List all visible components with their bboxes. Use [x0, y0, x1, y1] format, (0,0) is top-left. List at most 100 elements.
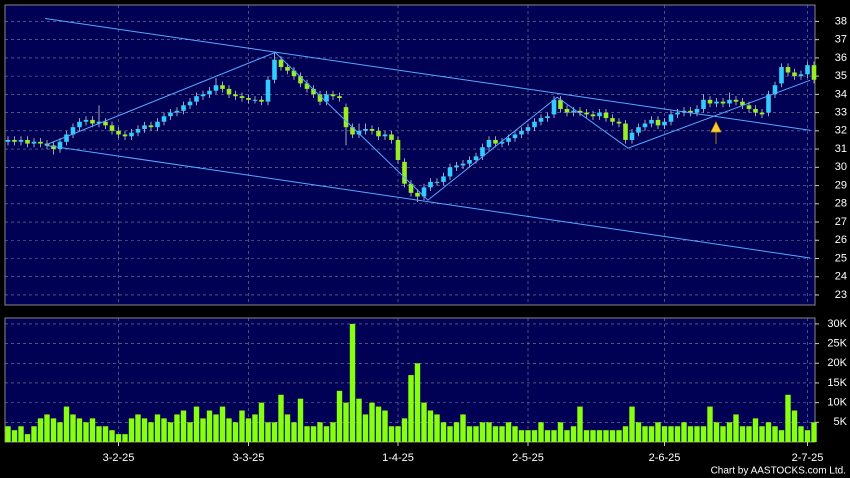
volume-bar	[336, 390, 343, 442]
volume-bar	[505, 422, 512, 442]
candle-body	[252, 99, 258, 101]
volume-bar	[570, 426, 577, 442]
candle-body	[330, 94, 336, 97]
volume-bar	[291, 422, 297, 442]
candle-body	[811, 65, 817, 80]
y-tick-label: 35	[835, 70, 847, 82]
y-tick-label: 23	[835, 289, 847, 301]
candle-body	[519, 130, 524, 135]
volume-bar	[557, 422, 564, 442]
volume-bar	[258, 402, 265, 442]
volume-bar	[232, 422, 239, 442]
volume-bar	[135, 414, 141, 442]
candle-body	[499, 141, 505, 144]
candle-body	[25, 139, 30, 144]
volume-bar	[798, 426, 804, 442]
candle-body	[382, 134, 388, 137]
volume-bar	[544, 430, 551, 442]
volume-bar	[765, 422, 772, 442]
candle-body	[200, 94, 206, 97]
candle-body	[545, 116, 550, 119]
volume-bar	[668, 426, 674, 442]
candle-body	[161, 116, 167, 122]
candle-body	[746, 105, 752, 109]
volume-bar	[206, 410, 213, 442]
volume-bar	[492, 426, 499, 442]
volume-bar	[583, 430, 590, 442]
candle-body	[727, 99, 732, 104]
volume-bar	[375, 406, 382, 442]
volume-bar	[102, 426, 109, 442]
candle-body	[460, 163, 466, 166]
volume-bar	[538, 422, 544, 442]
y-tick-label: 36	[835, 52, 847, 64]
volume-bar	[648, 426, 655, 442]
y-tick-label: 31	[835, 143, 847, 155]
candle-body	[291, 70, 297, 77]
candle-body	[246, 98, 251, 100]
volume-bar	[681, 422, 687, 442]
candle-body	[428, 181, 433, 188]
candle-body	[506, 138, 511, 142]
candle-body	[311, 88, 316, 95]
candle-body	[480, 147, 485, 157]
volume-bar	[57, 422, 63, 442]
volume-bar	[284, 414, 291, 442]
y-tick-label: 25K	[827, 337, 847, 349]
volume-bar	[811, 422, 817, 442]
candle-body	[272, 59, 277, 80]
volume-bar	[148, 422, 154, 442]
candle-body	[441, 176, 446, 182]
volume-bar	[486, 422, 492, 442]
volume-bar	[115, 434, 122, 442]
x-tick-label: 3-3-25	[233, 452, 265, 464]
candle-body	[265, 79, 271, 102]
candle-body	[525, 127, 531, 131]
volume-bar	[518, 430, 525, 442]
volume-bar	[421, 402, 427, 442]
candle-body	[57, 141, 63, 150]
y-tick-label: 33	[835, 107, 847, 119]
candle-body	[356, 130, 362, 135]
candle-body	[408, 183, 414, 193]
candle-body	[792, 72, 797, 77]
y-tick-label: 28	[835, 198, 847, 210]
volume-bar	[473, 426, 479, 442]
candle-body	[194, 96, 199, 102]
x-tick-label: 3-2-25	[103, 452, 135, 464]
volume-bar	[349, 323, 356, 442]
volume-bar	[18, 426, 24, 442]
candle-body	[226, 88, 232, 95]
volume-bar	[466, 426, 473, 442]
candle-body	[12, 139, 17, 142]
volume-bar	[479, 422, 486, 442]
volume-bar	[726, 422, 733, 442]
volume-bar	[791, 410, 798, 442]
candle-body	[148, 125, 154, 128]
candle-body	[584, 112, 589, 115]
trend-line	[44, 51, 811, 201]
volume-bar	[213, 414, 219, 442]
y-tick-label: 10K	[827, 397, 847, 409]
volume-bar	[70, 414, 76, 442]
volume-bar	[616, 430, 622, 442]
volume-bar	[37, 418, 44, 442]
volume-bar	[635, 422, 642, 442]
candle-body	[655, 119, 661, 126]
candle-body	[805, 65, 810, 75]
candle-body	[577, 110, 583, 113]
candle-body	[564, 108, 570, 113]
candle-body	[623, 123, 628, 140]
volume-bar	[440, 422, 447, 442]
y-tick-label: 26	[835, 234, 847, 246]
y-tick-label: 37	[835, 34, 847, 46]
volume-bar	[310, 426, 317, 442]
candle-body	[18, 139, 24, 142]
volume-bar	[63, 406, 70, 442]
y-tick-label: 27	[835, 216, 847, 228]
candle-body	[434, 181, 440, 183]
volume-bar	[733, 414, 739, 442]
candle-body	[38, 141, 43, 144]
candle-body	[610, 118, 615, 122]
